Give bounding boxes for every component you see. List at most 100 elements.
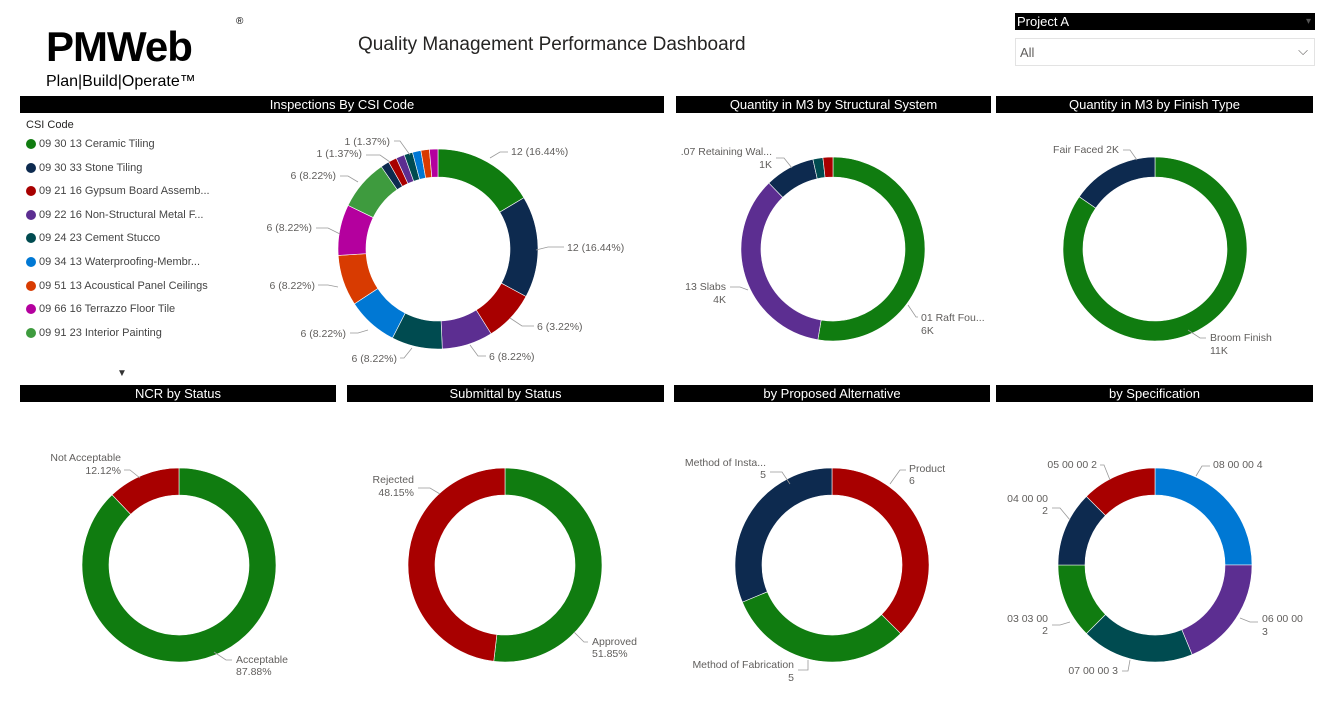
csi-leader-line [366, 154, 391, 163]
structural-leader-line [730, 286, 749, 291]
csi-legend-item[interactable]: 09 21 16 Gypsum Board Assemb... [26, 184, 210, 198]
csi-legend-item[interactable]: 09 66 16 Terrazzo Floor Tile [26, 302, 175, 316]
structural-leader-line [907, 304, 918, 318]
csi-legend-item[interactable]: 09 91 23 Interior Painting [26, 326, 162, 340]
legend-dot-icon [26, 162, 36, 173]
submittal-slice-value: 48.15% [378, 487, 414, 499]
legend-dot-icon [26, 327, 36, 338]
project-slicer[interactable]: Project A ▾ [1015, 13, 1315, 30]
ncr-slice[interactable] [81, 467, 277, 663]
alternative-slice-value: 5 [760, 469, 766, 481]
filter-slicer[interactable]: All ⌵ [1015, 38, 1315, 66]
ncr-slice-value: 87.88% [236, 666, 272, 678]
specification-leader-line [1100, 464, 1111, 481]
csi-slice-label: 6 (8.22%) [351, 353, 397, 365]
submittal-slice[interactable] [493, 467, 603, 663]
legend-dot-icon [26, 304, 36, 315]
structural-slice[interactable] [817, 156, 926, 342]
structural-slice-label: 01 Raft Fou... [921, 312, 985, 324]
csi-slice[interactable] [437, 148, 525, 213]
specification-slice-value: 2 [1042, 505, 1048, 517]
svg-text:®: ® [236, 16, 244, 27]
caret-down-icon[interactable]: ▼ [117, 368, 127, 379]
pmweb-logo: PMWeb Plan|Build|Operate™ ® [46, 14, 251, 90]
specification-leader-line [1195, 465, 1210, 477]
specification-slice-label: 04 00 00 [1007, 493, 1048, 505]
submittal-slice[interactable] [407, 467, 506, 662]
alternative-slice[interactable] [741, 591, 902, 663]
csi-legend-title: CSI Code [26, 119, 74, 131]
csi-leader-line [394, 140, 411, 156]
specification-slice-value: 2 [1042, 625, 1048, 637]
specification-slice[interactable] [1085, 614, 1193, 663]
project-slicer-value: Project A [1017, 14, 1070, 29]
csi-legend-item[interactable]: 09 34 13 Waterproofing-Membr... [26, 255, 200, 269]
ncr-slice-label: Acceptable [236, 654, 288, 666]
finish-leader-line [1123, 149, 1138, 161]
csi-slice-label: 6 (8.22%) [290, 170, 336, 182]
csi-chart-title: Inspections By CSI Code [20, 96, 664, 113]
csi-slice-label: 6 (8.22%) [266, 222, 312, 234]
csi-leader-line [535, 246, 564, 251]
specification-slice[interactable] [1181, 564, 1253, 656]
csi-slice-label: 6 (8.22%) [300, 328, 346, 340]
logo-wordmark: PMWeb [46, 23, 192, 70]
specification-slice-label: 03 03 00 [1007, 613, 1048, 625]
alternative-slice-value: 6 [909, 475, 915, 487]
structural-slice-value: 6K [921, 325, 934, 337]
structural-slice[interactable] [822, 156, 834, 178]
csi-leader-line [509, 317, 534, 327]
legend-label: 09 66 16 Terrazzo Floor Tile [39, 303, 176, 316]
structural-slice-label: 13 Slabs [685, 281, 726, 293]
legend-label: 09 34 13 Waterproofing-Membr... [39, 256, 201, 268]
specification-leader-line [1052, 621, 1071, 626]
csi-legend-item[interactable]: 09 30 13 Ceramic Tiling [26, 137, 155, 151]
finish-slice[interactable] [1078, 156, 1156, 209]
csi-slice[interactable] [429, 148, 439, 178]
finish-slice[interactable] [1062, 156, 1248, 342]
legend-label: 09 91 23 Interior Painting [39, 326, 162, 339]
csi-leader-line [340, 175, 359, 183]
legend-label: 09 21 16 Gypsum Board Assemb... [39, 185, 210, 198]
structural-slice[interactable] [740, 182, 822, 341]
csi-slice-label: 6 (8.22%) [269, 280, 315, 292]
csi-slice[interactable] [499, 197, 539, 297]
csi-slice-label: 1 (1.37%) [316, 148, 362, 160]
csi-leader-line [350, 329, 369, 334]
csi-leader-line [316, 227, 341, 235]
logo-tagline: Plan|Build|Operate™ [46, 73, 196, 90]
alternative-slice[interactable] [831, 467, 930, 635]
alternative-slice-label: Product [909, 463, 945, 475]
specification-slice[interactable] [1085, 467, 1156, 516]
submittal-slice-label: Rejected [373, 474, 415, 486]
ncr-slice-label: Not Acceptable [50, 452, 121, 464]
legend-dot-icon [26, 233, 36, 244]
structural-slice-label: .07 Retaining Wal... [681, 146, 772, 158]
specification-leader-line [1052, 507, 1071, 521]
csi-leader-line [318, 284, 339, 288]
alternative-slice-label: Method of Insta... [685, 457, 766, 469]
csi-leader-line [489, 151, 508, 159]
specification-leader-line [1122, 659, 1131, 672]
structural-slice-value: 1K [759, 159, 772, 171]
alternative-slice[interactable] [734, 467, 833, 603]
csi-legend-item[interactable]: 09 24 23 Cement Stucco [26, 231, 160, 245]
csi-leader-line [400, 347, 413, 359]
csi-legend-item[interactable]: 09 30 33 Stone Tiling [26, 161, 142, 175]
csi-legend-item[interactable]: 09 22 16 Non-Structural Metal F... [26, 208, 203, 222]
csi-legend-item[interactable]: 09 51 13 Acoustical Panel Ceilings [26, 279, 208, 293]
submittal-slice-label: Approved [592, 636, 637, 648]
alternative-slice-value: 5 [788, 672, 794, 684]
specification-slice[interactable] [1154, 467, 1253, 566]
submittal-chart-title: Submittal by Status [347, 385, 664, 402]
chevron-down-icon[interactable]: ⌵ [1298, 43, 1308, 58]
ncr-slice-value: 12.12% [85, 465, 121, 477]
ncr-slice[interactable] [111, 467, 180, 515]
legend-label: 09 22 16 Non-Structural Metal F... [39, 208, 204, 221]
chevron-down-icon[interactable]: ▾ [1305, 16, 1311, 27]
